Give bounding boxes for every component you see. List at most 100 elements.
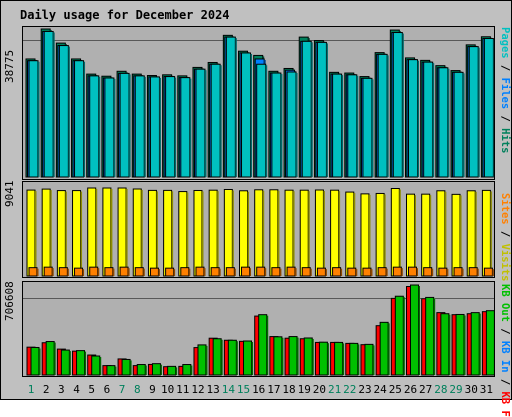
- hits-bar-pages-day-20: [316, 41, 328, 178]
- hits-bar-pages-day-5: [89, 75, 101, 178]
- x-tick-label: 25: [388, 383, 402, 396]
- legend-sep: /: [499, 321, 511, 341]
- x-tick-label: 14: [221, 383, 235, 396]
- kbytes-bar-kb-out-day-19: [303, 337, 314, 376]
- visits-bar-day-21: [330, 189, 341, 277]
- sites-bar-day-5: [89, 266, 100, 277]
- x-tick-label: 6: [103, 383, 111, 396]
- hits-panel: [22, 26, 495, 180]
- hits-bar-pages-day-25: [392, 32, 404, 178]
- sites-bar-day-15: [241, 266, 252, 277]
- x-tick-label: 29: [449, 383, 463, 396]
- p1-plot: [26, 187, 494, 277]
- hits-bar-pages-day-6: [104, 77, 116, 178]
- hits-legend: Pages / Files / Hits: [499, 27, 511, 153]
- kbytes-bar-kb-out-day-6: [106, 365, 117, 376]
- kbytes-bar-kb-out-day-1: [30, 346, 41, 376]
- visits-bar-day-18: [284, 189, 295, 277]
- sites-bar-day-28: [438, 267, 449, 277]
- x-tick-label: 19: [297, 383, 311, 396]
- hits-bar-pages-day-3: [58, 45, 70, 178]
- visits-bar-day-20: [314, 189, 325, 277]
- sites-bar-day-18: [286, 266, 297, 277]
- legend-sep: /: [499, 109, 511, 129]
- legend-visits: Visits: [499, 243, 511, 282]
- hits-bar-pages-day-15: [241, 52, 253, 178]
- kbytes-bar-kb-out-day-4: [76, 350, 87, 376]
- hits-bar-pages-day-16: [256, 63, 268, 178]
- kbytes-bar-kb-out-day-21: [334, 341, 345, 376]
- kbytes-bar-kb-out-day-14: [227, 339, 238, 376]
- x-tick-label: 30: [464, 383, 478, 396]
- p0-plot: [23, 28, 494, 178]
- hits-bar-pages-day-23: [362, 77, 374, 178]
- visits-bar-day-1: [26, 189, 37, 277]
- visits-bar-day-26: [406, 193, 416, 277]
- visits-bar-day-4: [72, 190, 83, 277]
- visits-bar-day-16: [254, 189, 265, 277]
- sites-bar-day-26: [408, 266, 418, 277]
- visits-bar-day-24: [375, 192, 386, 277]
- hits-bar-pages-day-28: [438, 67, 450, 178]
- sites-bar-day-25: [392, 266, 403, 277]
- x-tick-label: 21: [327, 383, 342, 396]
- visits-bar-day-27: [421, 193, 432, 277]
- hits-bar-pages-day-26: [408, 59, 419, 178]
- x-tick-label: 9: [149, 383, 156, 396]
- hits-bar-pages-day-12: [195, 68, 207, 178]
- legend-kb-in: KB In: [499, 340, 511, 373]
- kbytes-bar-kb-out-day-22: [349, 342, 360, 376]
- hits-bar-pages-day-19: [301, 40, 313, 178]
- legend-pages: Pages: [499, 27, 511, 59]
- hits-bar-pages-day-17: [271, 72, 283, 178]
- sites-bar-day-19: [301, 267, 312, 277]
- legend-sep: /: [499, 58, 511, 78]
- sites-bar-day-2: [43, 266, 54, 277]
- sites-bar-day-14: [225, 267, 236, 277]
- x-tick-label: 26: [403, 383, 418, 396]
- visits-bar-day-10: [163, 189, 174, 277]
- kbytes-bar-kb-out-day-17: [273, 336, 284, 376]
- legend-sites: Sites: [499, 193, 511, 225]
- legend-sep: /: [499, 224, 511, 244]
- sites-bar-day-29: [453, 267, 464, 277]
- x-tick-label: 7: [118, 383, 126, 396]
- x-tick-label: 24: [373, 383, 387, 396]
- kbytes-bar-kb-out-day-26: [410, 284, 420, 376]
- kbytes-bar-kb-out-day-10: [167, 365, 178, 376]
- kbytes-bar-kb-out-day-16: [258, 314, 269, 376]
- hits-bar-pages-day-9: [149, 76, 161, 178]
- visits-bar-day-28: [436, 190, 447, 277]
- kbytes-bar-kb-out-day-2: [45, 341, 56, 376]
- kbytes-bar-kb-out-day-5: [91, 355, 102, 376]
- hits-bar-pages-day-13: [210, 63, 222, 178]
- x-tick-label: 12: [191, 383, 205, 396]
- x-tick-label: 20: [312, 383, 327, 396]
- x-tick-label: 23: [358, 383, 372, 396]
- sites-bar-day-17: [271, 267, 282, 277]
- hits-bar-pages-day-4: [74, 60, 86, 178]
- kbytes-bar-kb-out-day-13: [212, 338, 223, 376]
- kbytes-bar-kb-out-day-12: [197, 344, 208, 376]
- visits-bar-day-13: [208, 189, 219, 277]
- visits-bar-day-29: [451, 193, 462, 277]
- legend-files: Files: [499, 77, 511, 110]
- visits-bar-day-23: [360, 193, 371, 277]
- visits-bar-day-7: [117, 187, 128, 277]
- sites-bar-day-10: [165, 267, 176, 277]
- kbytes-panel: [22, 281, 495, 377]
- visits-bar-day-9: [147, 189, 158, 277]
- x-tick-label: 8: [133, 383, 141, 396]
- sites-bar-day-1: [28, 267, 39, 277]
- x-tick-label: 13: [206, 383, 220, 396]
- visits-bar-day-19: [299, 189, 310, 277]
- kbytes-bar-kb-out-day-20: [318, 341, 329, 376]
- kbytes-bar-kb-out-day-31: [485, 310, 494, 376]
- x-tick-label: 2: [42, 383, 50, 396]
- x-tick-label: 16: [252, 383, 266, 396]
- x-tick-label: 31: [479, 383, 494, 396]
- hits-bar-pages-day-7: [119, 72, 131, 178]
- p2-plot: [23, 284, 494, 376]
- kbytes-bar-kb-out-day-18: [288, 336, 299, 376]
